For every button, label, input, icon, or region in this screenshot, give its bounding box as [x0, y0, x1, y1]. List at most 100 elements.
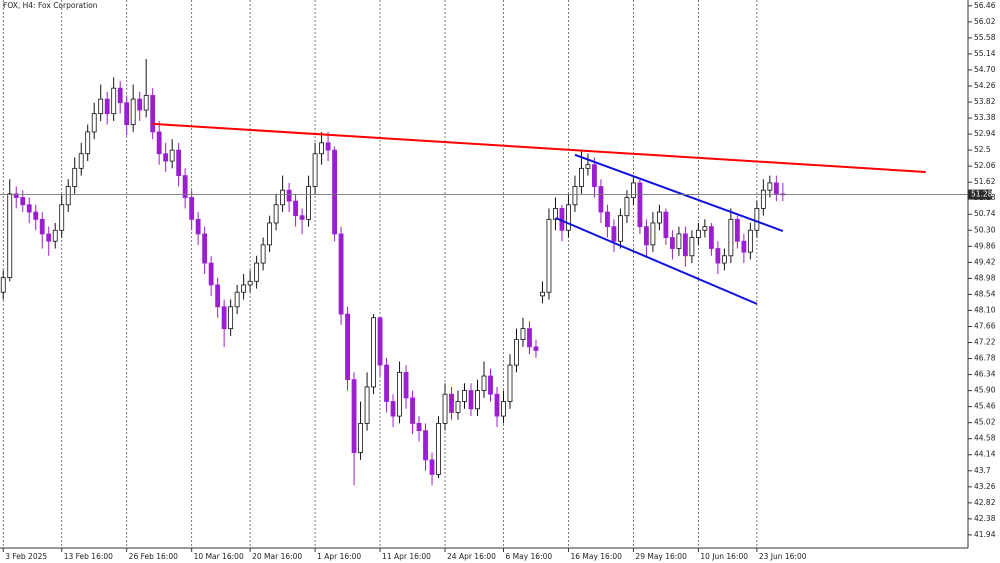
x-tick-label: 26 Feb 16:00	[129, 552, 178, 561]
y-tick-label: 50.30	[974, 225, 996, 234]
candle-body	[371, 317, 376, 388]
candle-body	[598, 186, 604, 213]
candle-body	[475, 390, 480, 410]
candle-body	[215, 284, 221, 308]
candle-body	[514, 339, 519, 366]
candle-body	[546, 218, 552, 293]
candle-body	[46, 233, 52, 242]
candle-body	[189, 197, 195, 220]
candle-body	[208, 262, 214, 286]
y-tick-label: 47.22	[974, 338, 996, 347]
candle-body	[585, 164, 591, 169]
x-tick-label: 24 Apr 16:00	[447, 552, 496, 561]
candle-body	[267, 222, 273, 246]
y-tick-label: 51.62	[974, 177, 996, 186]
price-label-box	[968, 189, 992, 200]
candle-body	[0, 277, 6, 293]
candle-body	[299, 215, 305, 220]
candle-body	[702, 226, 708, 231]
y-tick-label: 45.02	[974, 418, 996, 427]
y-tick-label: 45.46	[974, 402, 996, 411]
candle-body	[390, 401, 396, 417]
y-tick-label: 44.14	[974, 450, 996, 459]
candle-body	[234, 291, 240, 308]
candle-body	[325, 142, 331, 151]
candle-body	[52, 229, 58, 242]
candle-body	[293, 200, 299, 217]
candle-body	[111, 87, 117, 115]
x-tick-label: 20 Mar 16:00	[252, 552, 302, 561]
y-tick-label: 41.94	[974, 530, 996, 539]
candle-body	[163, 153, 169, 162]
candle-body	[13, 193, 19, 198]
y-tick-label: 44.58	[974, 434, 996, 443]
candle-body	[494, 393, 500, 417]
candle-body	[286, 189, 292, 202]
candle-body	[715, 248, 721, 264]
chart-title: FOX, H4: Fox Corporation	[3, 1, 98, 10]
y-tick-label: 55.14	[974, 49, 996, 58]
candle-body	[728, 218, 734, 257]
candle-body	[520, 328, 526, 340]
candle-body	[644, 226, 649, 246]
y-tick-label: 56.46	[974, 1, 996, 10]
candle-body	[403, 371, 409, 399]
candle-body	[241, 284, 247, 293]
candle-body	[611, 226, 617, 242]
candle-body	[721, 255, 727, 264]
candle-body	[150, 95, 156, 133]
candle-body	[708, 226, 714, 249]
candle-body	[650, 222, 656, 246]
price-label: 51.28	[971, 190, 993, 199]
y-tick-label: 49.86	[974, 241, 996, 250]
candle-body	[734, 218, 740, 242]
candle-body	[176, 149, 182, 177]
candle-body	[767, 182, 773, 191]
candle-body	[117, 87, 123, 104]
y-tick-label: 46.78	[974, 354, 996, 363]
candle-body	[280, 189, 286, 206]
candle-body	[98, 98, 104, 115]
trendline	[574, 153, 784, 232]
candle-body	[533, 346, 539, 351]
y-tick-label: 52.5	[974, 145, 991, 154]
candle-body	[351, 379, 357, 453]
candle-body	[429, 459, 435, 475]
candle-body	[254, 262, 260, 282]
x-tick-label: 10 Jun 16:00	[700, 552, 748, 561]
candle-body	[182, 175, 188, 198]
candle-body	[104, 98, 110, 115]
candle-body	[695, 229, 701, 238]
candle-body	[449, 393, 454, 413]
y-tick-label: 52.06	[974, 161, 996, 170]
y-tick-label: 46.34	[974, 370, 996, 379]
x-tick-label: 29 May 16:00	[635, 552, 687, 561]
candle-body	[689, 237, 695, 257]
candle-body	[618, 215, 623, 242]
candle-body	[130, 98, 136, 126]
y-tick-label: 49.42	[974, 257, 996, 266]
x-tick-label: 6 May 16:00	[505, 552, 552, 561]
candle-body	[364, 386, 370, 424]
y-tick-label: 54.70	[974, 65, 996, 74]
y-tick-label: 43.26	[974, 482, 996, 491]
candle-body	[468, 390, 474, 410]
candle-body	[553, 208, 558, 220]
candle-body	[78, 153, 84, 169]
x-tick-label: 13 Feb 16:00	[64, 552, 113, 561]
y-tick-label: 50.74	[974, 209, 996, 218]
candle-body	[527, 328, 532, 348]
candle-body	[345, 313, 350, 381]
y-tick-label: 52.94	[974, 129, 996, 138]
candle-body	[773, 182, 779, 195]
candle-body	[143, 95, 149, 111]
candle-body	[169, 149, 175, 162]
candle-body	[195, 218, 201, 235]
candle-body	[455, 401, 461, 413]
candle-body	[358, 422, 363, 453]
y-tick-label: 56.02	[974, 17, 996, 26]
candle-body	[72, 167, 78, 187]
x-tick-label: 10 Mar 16:00	[194, 552, 244, 561]
candle-body	[637, 182, 643, 228]
candle-body	[741, 240, 747, 253]
